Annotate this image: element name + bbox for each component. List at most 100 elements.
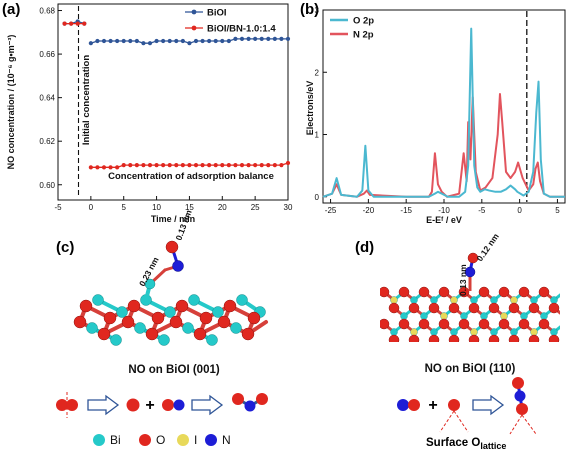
chart-a-x-ticks: -5 0 5 10 15 20 25 30 xyxy=(54,196,293,212)
chart-a-point-bioi-bn xyxy=(88,165,93,170)
legend-atom-n-icon xyxy=(205,434,217,446)
chart-b-xtick-label: -15 xyxy=(400,206,412,215)
chart-a-point-bioi xyxy=(154,38,159,44)
atom-legend: Bi O I N xyxy=(93,433,231,447)
chart-a-point-bioi-bn xyxy=(134,163,139,168)
chart-a-xtick-label: 5 xyxy=(121,203,126,212)
no2-n-center xyxy=(244,400,256,412)
legend-marker-bioi xyxy=(191,9,197,15)
bioi-110-structure xyxy=(380,252,560,342)
chart-a-point-bioi xyxy=(115,38,120,44)
lattice-o-atom xyxy=(448,399,460,411)
legend-atom-bi-icon xyxy=(93,434,105,446)
chart-a-point-bioi xyxy=(253,36,258,41)
chart-a-xtick-label: 30 xyxy=(284,203,293,212)
caption-d: NO on BiOI (110) xyxy=(425,363,516,375)
chart-a-point-bioi-bn xyxy=(62,21,67,26)
chart-b-legend: O 2p N 2p xyxy=(330,16,374,41)
chart-b-xtick-label: 5 xyxy=(555,206,560,215)
annotation-initial-concentration: Initial concentration xyxy=(81,55,92,145)
chart-a-point-bioi xyxy=(187,41,192,46)
chart-b-xtick-label: 0 xyxy=(517,206,522,215)
panel-b-tag: (b) xyxy=(300,1,319,18)
chart-b-line-n-2p xyxy=(322,93,565,198)
chart-a-point-bioi-bn xyxy=(101,165,107,170)
chart-a-point-bioi-bn xyxy=(95,165,100,170)
no-o-atom xyxy=(162,399,174,411)
caption-c: NO on BiOI (001) xyxy=(128,364,220,376)
chart-a-point-bioi xyxy=(121,38,126,44)
chart-a-point-bioi-bn xyxy=(180,163,185,168)
annotation-adsorption-balance: Concentration of adsorption balance xyxy=(108,171,274,182)
chart-a-point-bioi-bn xyxy=(285,160,291,166)
panel-a-tag: (a) xyxy=(2,1,20,18)
chart-b-ytick-label: 3 xyxy=(315,6,320,15)
chart-a-y-ticks: 0.60 0.62 0.64 0.66 0.68 xyxy=(39,7,62,190)
chart-a-point-bioi-bn xyxy=(128,163,133,168)
surface-lattice-oxygen-label: Surface Olattice xyxy=(426,437,506,451)
chart-a-point-bioi xyxy=(141,41,146,46)
legend-atom-o-icon xyxy=(139,434,151,446)
chart-a-point-bioi xyxy=(207,38,212,44)
chart-a-point-bioi xyxy=(147,41,153,46)
no2-o-right xyxy=(256,393,268,405)
no-n-atom xyxy=(173,399,185,411)
chart-a-point-bioi-bn xyxy=(174,163,179,168)
chart-a-point-bioi-bn xyxy=(167,163,172,168)
legend-label-bioi-bn: BiOI/BN-1.0:1.4 xyxy=(207,24,276,35)
no2-n-mid xyxy=(514,390,526,402)
chart-a-ytick-label: 0.64 xyxy=(39,94,55,103)
chart-b-ytick-label: 1 xyxy=(315,131,320,140)
o2-atom-right xyxy=(66,399,78,411)
chart-a-point-bioi xyxy=(101,38,107,44)
chart-b-xtick-label: -5 xyxy=(478,206,486,215)
chart-b-series xyxy=(322,27,565,198)
chart-a-point-bioi xyxy=(266,36,271,41)
chart-a-point-bioi-bn xyxy=(239,163,245,168)
chart-a-point-bioi-bn xyxy=(233,163,238,168)
chart-a-point-bioi-bn xyxy=(253,163,258,168)
o2-atom-left xyxy=(56,399,68,411)
chart-a-point-bioi-bn xyxy=(259,163,264,168)
chart-a-point-bioi xyxy=(95,38,100,44)
chart-a-point-bioi xyxy=(88,41,93,46)
legend-atom-i-icon xyxy=(177,434,189,446)
bioi-001-structure xyxy=(73,240,268,346)
chart-a-xtick-label: -5 xyxy=(54,203,62,212)
chart-a-point-bioi-bn xyxy=(147,163,153,168)
chart-b-line-o-2p xyxy=(322,27,565,198)
surface-o-sub: lattice xyxy=(480,441,506,451)
chart-a-series xyxy=(62,19,291,170)
arrow-icon xyxy=(87,394,120,416)
plus-sign-d: + xyxy=(428,397,437,414)
plus-sign: + xyxy=(145,397,154,414)
chart-a-point-bioi-bn xyxy=(187,163,192,168)
chart-b-xtick-label: -20 xyxy=(363,206,375,215)
o-atom xyxy=(126,398,140,412)
chart-a-point-bioi-bn xyxy=(75,21,80,26)
no-dissociation-scheme: + xyxy=(56,392,268,418)
chart-a-point-bioi-bn xyxy=(200,163,205,168)
legend-atom-i-label: I xyxy=(194,433,197,447)
chart-a-frame xyxy=(57,3,289,201)
arrow-icon-2 xyxy=(191,394,224,416)
chart-a-point-bioi xyxy=(246,36,251,41)
chart-a-ytick-label: 0.60 xyxy=(39,181,55,190)
chart-a-point-bioi xyxy=(174,38,179,44)
chart-a-point-bioi xyxy=(259,36,264,41)
chart-a-point-bioi xyxy=(239,36,245,41)
chart-a-ylabel: NO concentration / (10⁻⁶ g•m⁻³) xyxy=(6,35,16,170)
chart-a-point-bioi xyxy=(161,38,166,44)
chart-a-point-bioi xyxy=(180,38,185,44)
chart-a-point-bioi-bn xyxy=(193,163,199,168)
chart-a-point-bioi-bn xyxy=(141,163,146,168)
legend-label-o2p: O 2p xyxy=(353,16,374,27)
chart-a-xtick-label: 25 xyxy=(251,203,260,212)
no2-o-left xyxy=(232,393,244,405)
panel-c-tag: (c) xyxy=(56,239,74,256)
chart-a-point-bioi-bn xyxy=(108,165,113,170)
chart-b-xtick-label: -25 xyxy=(325,206,337,215)
lattice-oxygen-scheme: + xyxy=(397,377,537,435)
chart-a-point-bioi-bn xyxy=(226,163,231,168)
